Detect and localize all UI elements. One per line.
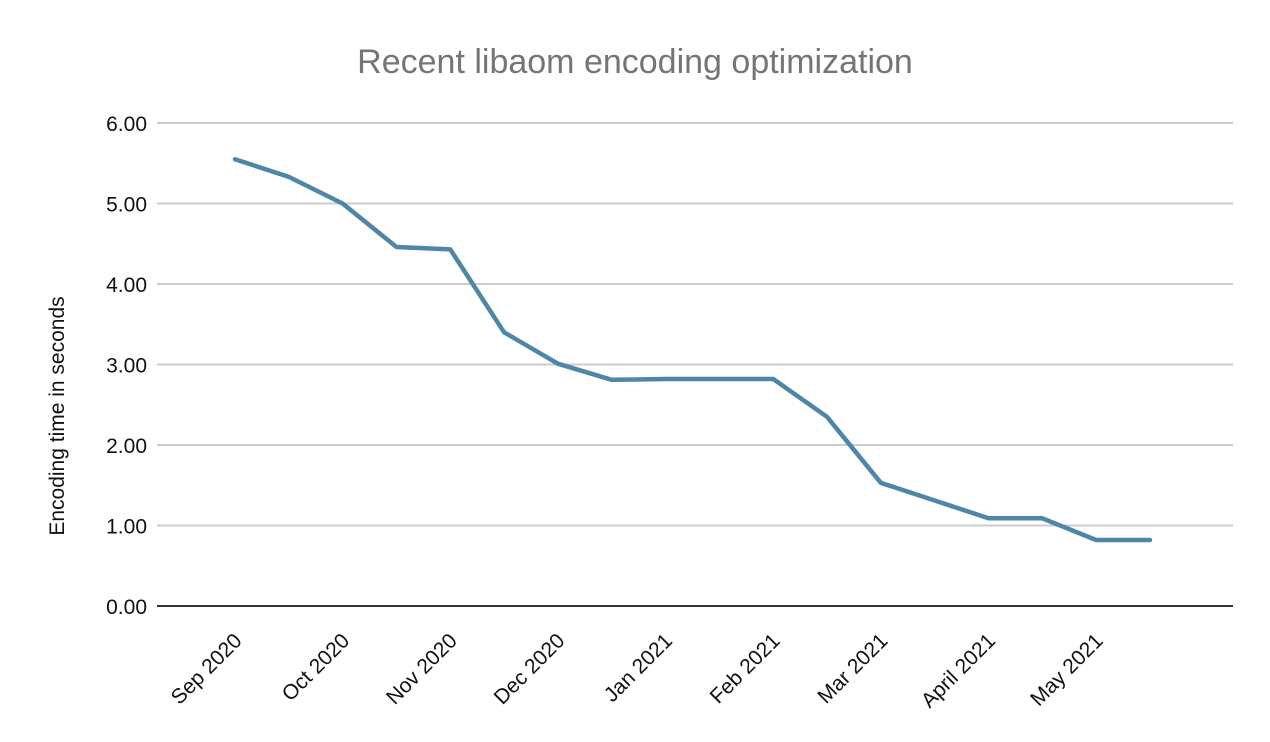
x-tick-label: April 2021	[917, 629, 1000, 712]
y-tick-label: 1.00	[106, 516, 147, 539]
x-tick-label: Feb 2021	[706, 629, 785, 708]
series-line	[232, 156, 1153, 543]
x-tick-label: Dec 2020	[490, 629, 570, 709]
x-tick-label: Sep 2020	[167, 629, 247, 709]
y-tick-label: 5.00	[106, 194, 147, 217]
x-tick-label: Mar 2021	[813, 629, 892, 708]
x-tick-label: May 2021	[1026, 629, 1107, 710]
x-tick-label: Oct 2020	[278, 629, 355, 706]
y-tick-label: 0.00	[106, 596, 147, 619]
x-tick-label: Nov 2020	[382, 629, 462, 709]
y-tick-label: 6.00	[106, 113, 147, 136]
y-tick-label: 3.00	[106, 355, 147, 378]
chart-title: Recent libaom encoding optimization	[357, 43, 913, 81]
y-tick-label: 4.00	[106, 274, 147, 297]
x-tick-label: Jan 2021	[600, 629, 677, 706]
y-tick-label: 2.00	[106, 435, 147, 458]
